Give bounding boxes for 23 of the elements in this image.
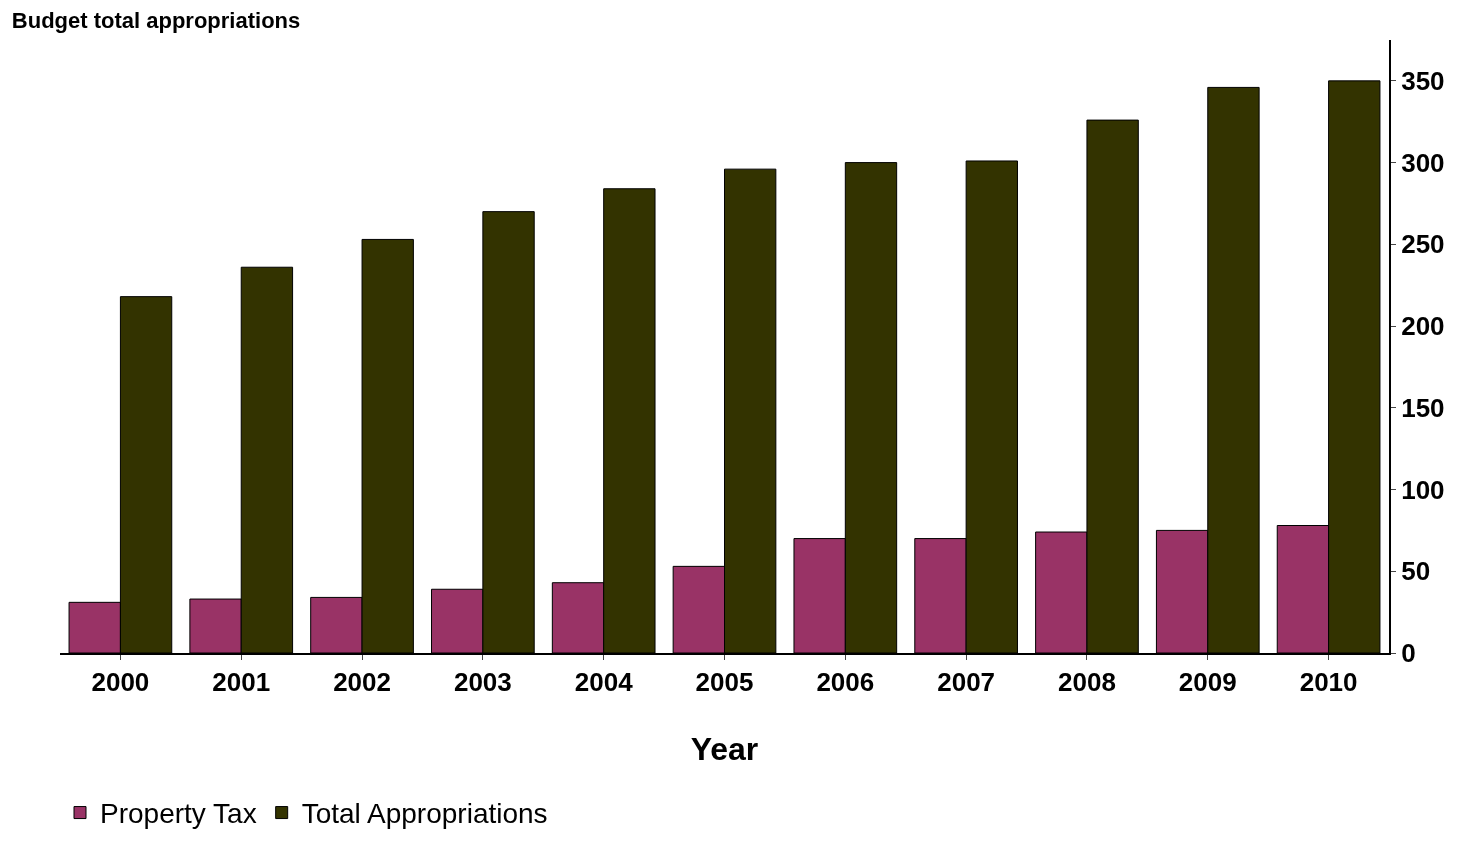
y-tick-label: 250 <box>1401 229 1445 260</box>
x-tick-label: 2000 <box>91 667 150 698</box>
chart-title: Budget total appropriations <box>11 8 301 34</box>
x-tick-label: 2006 <box>816 667 875 698</box>
x-tick-label: 2002 <box>333 667 391 698</box>
y-tick-label: 100 <box>1401 474 1445 505</box>
y-tick-label: 300 <box>1401 147 1445 178</box>
x-tick-label: 2010 <box>1299 667 1358 698</box>
x-tick-label: 2009 <box>1178 667 1237 698</box>
y-tick-label: 50 <box>1401 556 1431 587</box>
legend-label: Total Appropriations <box>301 798 548 830</box>
x-tick-label: 2001 <box>212 667 271 698</box>
x-tick-label: 2008 <box>1058 667 1116 698</box>
x-tick-label: 2007 <box>937 667 996 698</box>
y-tick-label: 150 <box>1401 392 1445 423</box>
x-tick-label: 2004 <box>574 667 634 698</box>
x-tick-label: 2005 <box>695 667 754 698</box>
legend-label: Property Tax <box>100 798 257 830</box>
y-tick-label: 350 <box>1401 65 1445 96</box>
x-tick-label: 2003 <box>453 667 512 698</box>
y-tick-label: 0 <box>1401 638 1416 669</box>
y-tick-label: 200 <box>1401 311 1445 342</box>
x-axis-title: Year <box>690 731 759 767</box>
